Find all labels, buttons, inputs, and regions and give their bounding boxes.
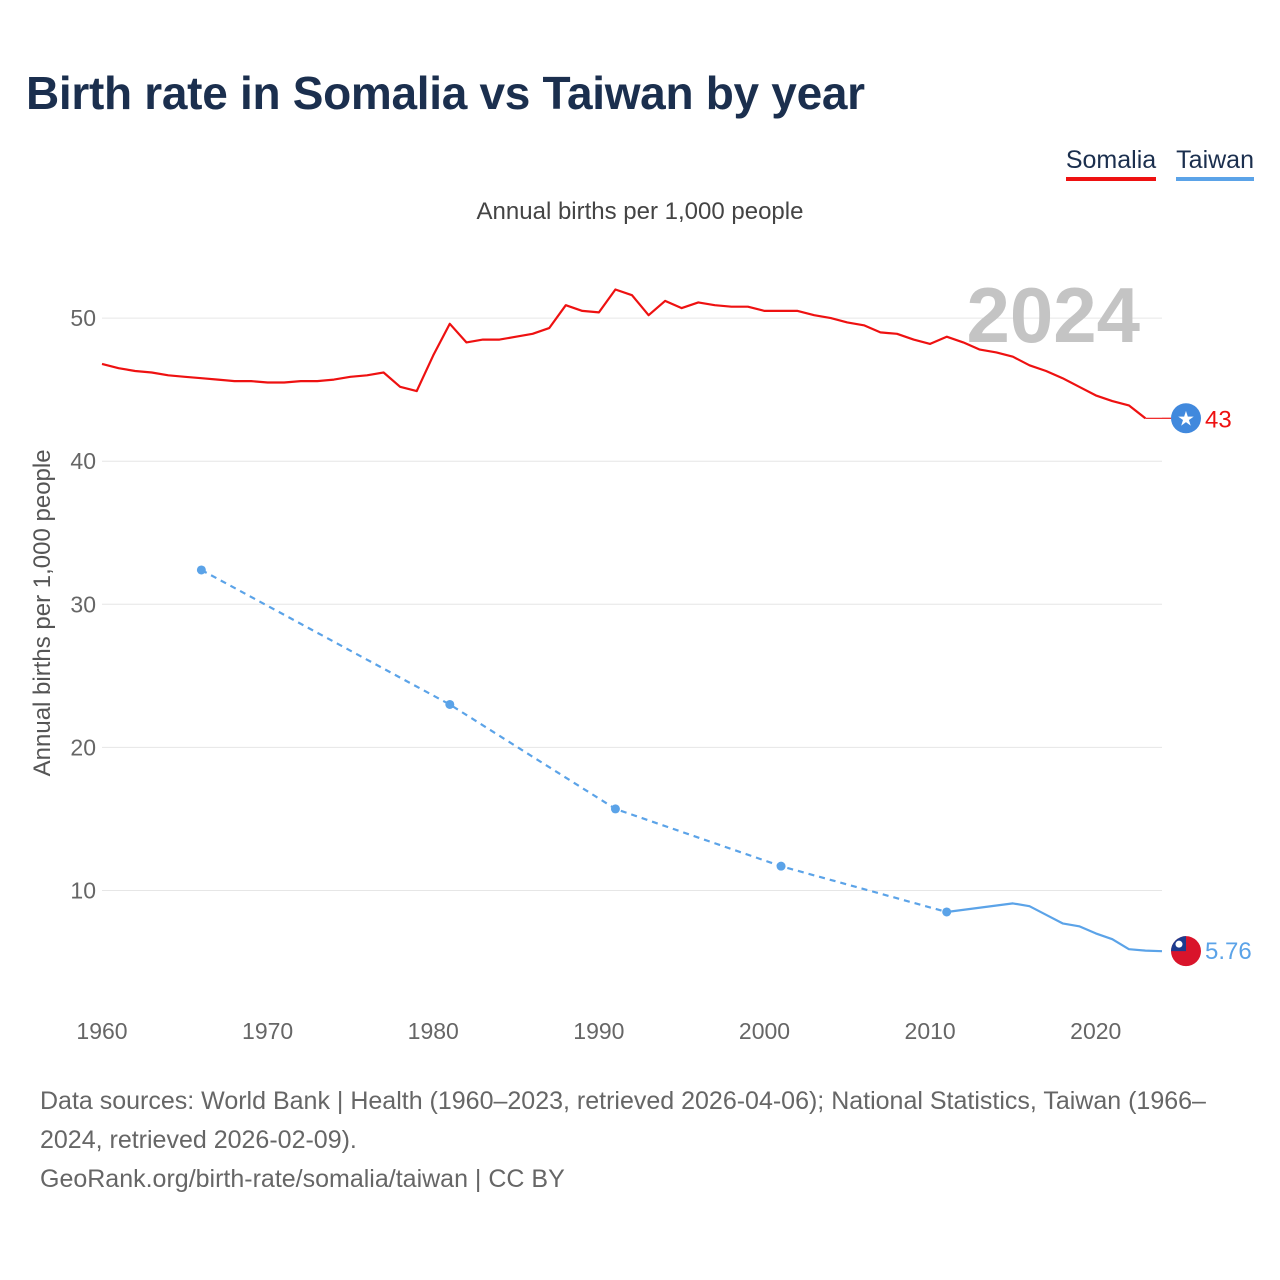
y-tick-label: 10 — [70, 878, 96, 904]
x-tick-label: 2000 — [739, 1018, 790, 1044]
legend: Somalia Taiwan — [1065, 146, 1254, 181]
data-sources: Data sources: World Bank | Health (1960–… — [40, 1087, 1206, 1154]
end-label-somalia: 43 — [1205, 406, 1232, 433]
chart-title: Birth rate in Somalia vs Taiwan by year — [26, 67, 865, 119]
y-tick-label: 20 — [70, 734, 96, 760]
legend-item-somalia[interactable]: Somalia — [1065, 146, 1157, 181]
somalia-flag-icon — [1171, 403, 1201, 434]
data-point-taiwan — [445, 699, 455, 709]
source-note: Data sources: World Bank | Health (1960–… — [40, 1082, 1250, 1199]
data-point-taiwan — [942, 907, 952, 917]
series-line-somalia — [101, 288, 1147, 420]
end-label-taiwan: 5.76 — [1205, 938, 1252, 965]
y-tick-label: 30 — [70, 591, 96, 617]
data-point-taiwan — [776, 861, 786, 871]
x-tick-label: 1980 — [408, 1018, 459, 1044]
x-tick-label: 1970 — [242, 1018, 293, 1044]
legend-item-taiwan[interactable]: Taiwan — [1176, 146, 1254, 181]
star-icon: ★ — [1177, 408, 1195, 430]
x-tick-label: 1960 — [76, 1018, 127, 1044]
attribution: GeoRank.org/birth-rate/somalia/taiwan | … — [40, 1165, 565, 1193]
x-tick-label: 2020 — [1070, 1018, 1121, 1044]
data-point-taiwan — [196, 565, 206, 575]
chart-subtitle: Annual births per 1,000 people — [476, 198, 804, 225]
series-line-taiwan — [946, 902, 1163, 953]
y-tick-label: 40 — [70, 448, 96, 474]
sun-icon — [1175, 940, 1183, 948]
y-tick-label: 50 — [70, 305, 96, 331]
series-line-taiwan-sparse — [200, 569, 947, 914]
line-chart: 10 20 30 40 50 1960 1970 1980 1990 2000 2010 2020 An… — [29, 271, 1252, 1044]
x-tick-label: 1990 — [573, 1018, 624, 1044]
x-tick-label: 2010 — [905, 1018, 956, 1044]
data-point-taiwan — [610, 804, 620, 814]
year-watermark: 2024 — [966, 271, 1140, 359]
y-axis-label: Annual births per 1,000 people — [29, 449, 56, 776]
